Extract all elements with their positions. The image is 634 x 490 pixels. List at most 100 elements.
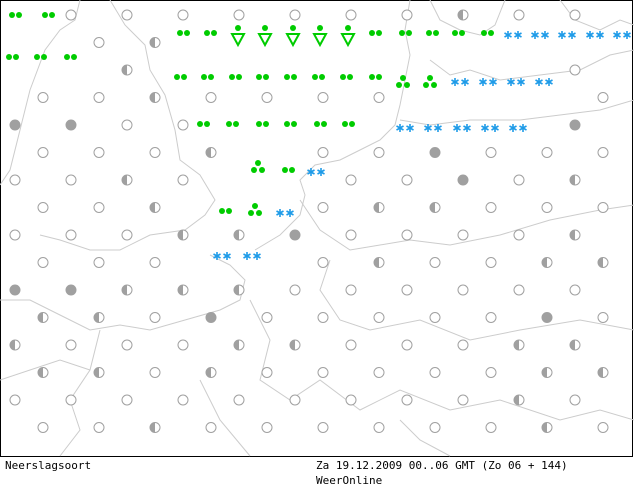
precip-half [430,202,435,213]
snow-stroke [479,79,487,85]
precip-none [485,257,497,268]
rain-dot [64,54,70,60]
rain-dot [233,121,239,127]
precip-half [542,422,547,433]
precip-half [570,230,575,240]
precip-none [37,257,49,268]
rain-dot [229,74,235,80]
precip-none [177,394,189,406]
precip-none [541,147,553,158]
precip-none [37,147,49,158]
precip-none [65,394,77,406]
precip-none [373,92,385,103]
precip-none [317,367,329,378]
precip-none [373,312,385,323]
rain-dot [204,121,210,127]
precip-none [541,202,553,213]
precip-half [542,367,547,378]
precip-none [569,394,581,406]
precip-half [38,312,43,323]
rain-dot [177,30,183,36]
rain-dot [291,74,297,80]
rain-dot [16,12,22,18]
rain-dot [284,121,290,127]
precip-none [373,147,385,158]
precip-none [345,284,357,296]
precip-none [205,92,217,103]
precip-none [569,284,581,296]
snow-stroke [213,253,221,259]
precip-none [401,339,413,351]
precip-half [150,202,155,213]
precip-half [206,147,211,158]
precip-none [289,394,301,406]
precip-none [317,312,329,323]
rain-dot [236,74,242,80]
snow-stroke [586,32,594,38]
snow-stroke [253,253,261,259]
precip-none [485,422,497,433]
snow-stroke [517,79,525,85]
rain-dot [255,160,261,166]
map-frame [0,0,633,457]
rain-dot [211,30,217,36]
rain-dot [376,30,382,36]
rain-dot [314,121,320,127]
precip-none [261,367,273,378]
rain-dot [201,74,207,80]
rain-dot [49,12,55,18]
snow-stroke [514,32,522,38]
snow-stroke [507,79,515,85]
precip-none [401,9,413,21]
precip-none [317,202,329,213]
precip-half [374,257,379,268]
precip-half [150,92,155,103]
rain-dot [34,54,40,60]
shower-dot [290,25,296,31]
rain-dot [289,167,295,173]
precip-none [373,367,385,378]
precip-none [457,229,469,241]
precip-none [9,394,21,406]
precip-none [65,119,77,131]
precip-none [121,229,133,241]
precip-none [569,119,581,131]
shower-triangle [230,33,246,48]
rain-dot [252,203,258,209]
snow-stroke [286,210,294,216]
snow-stroke [568,32,576,38]
precip-none [9,229,21,241]
rain-dot [423,82,429,88]
rain-dot [248,210,254,216]
precip-half [290,340,295,350]
rain-dot [256,121,262,127]
precip-half [514,340,519,350]
precip-none [429,367,441,378]
precip-none [149,257,161,268]
snow-stroke [623,32,631,38]
precip-half [458,10,463,20]
precip-none [317,92,329,103]
precip-none [65,229,77,241]
rain-dot [6,54,12,60]
shower-triangle [285,33,301,48]
rain-dot [263,121,269,127]
rain-dot [400,75,406,81]
precip-none [373,422,385,433]
rain-dot [369,74,375,80]
shower-dot [262,25,268,31]
precip-half [150,422,155,433]
precip-none [65,339,77,351]
rain-dot [184,30,190,36]
snow-stroke [596,32,604,38]
shower-dot [317,25,323,31]
precip-none [205,422,217,433]
precip-half [570,340,575,350]
rain-dot [259,167,265,173]
precip-none [261,92,273,103]
precip-half [94,367,99,378]
precip-none [37,422,49,433]
shower-dot [345,25,351,31]
snow-stroke [545,79,553,85]
precip-none [485,147,497,158]
